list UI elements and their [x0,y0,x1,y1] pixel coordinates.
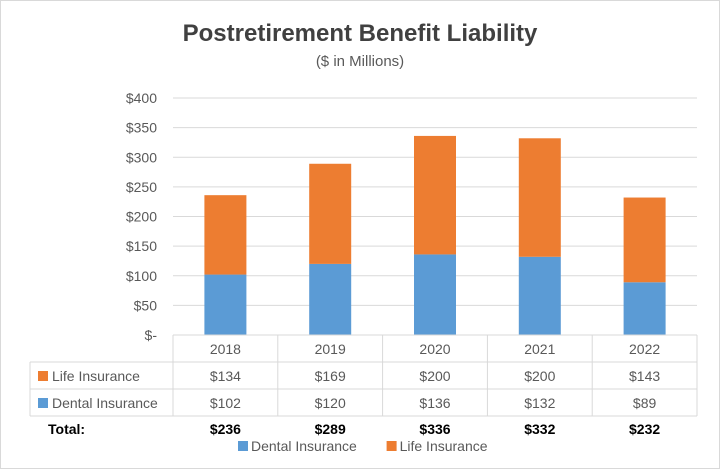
data-label: $200 [419,368,450,384]
chart-subtitle: ($ in Millions) [315,53,405,70]
y-tick-label: $250 [126,179,157,195]
data-label: $89 [633,395,657,411]
bar-dental-insurance-2019 [309,263,352,335]
y-tick-label: $400 [126,90,157,106]
total-value: $289 [315,421,346,437]
bar-life-insurance-2019 [309,163,352,264]
bar-life-insurance-2020 [414,135,456,255]
data-label: $143 [629,368,660,384]
legend-label: Dental Insurance [251,438,357,454]
bar-life-insurance-2022 [623,197,666,283]
table-row-label: Dental Insurance [52,395,158,411]
bar-dental-insurance-2020 [414,254,456,335]
total-label: Total: [48,421,85,437]
y-tick-label: $100 [126,268,157,284]
data-label: $132 [524,395,555,411]
table-row-label: Life Insurance [52,368,140,384]
bar-dental-insurance-2022 [623,282,666,335]
category-label: 2019 [315,341,346,357]
total-value: $332 [524,421,555,437]
bar-life-insurance-2021 [518,138,561,257]
y-tick-label: $300 [126,149,157,165]
bar-life-insurance-2018 [204,195,247,275]
y-tick-label: $350 [126,120,157,136]
total-value: $336 [419,421,450,437]
legend-swatch [386,441,397,451]
category-label: 2021 [524,341,555,357]
category-label: 2022 [629,341,660,357]
bar-dental-insurance-2018 [204,274,247,335]
y-tick-label: $- [145,327,158,343]
y-tick-label: $50 [134,297,158,313]
data-label: $120 [315,395,346,411]
data-label: $134 [210,368,241,384]
chart-title: Postretirement Benefit Liability [182,20,538,47]
table-legend-key [38,371,48,381]
data-label: $169 [315,368,346,384]
table-legend-key [38,398,48,408]
total-value: $236 [210,421,241,437]
bar-dental-insurance-2021 [518,256,561,335]
y-tick-label: $150 [126,238,157,254]
data-label: $102 [210,395,241,411]
data-label: $200 [524,368,555,384]
legend-swatch [238,441,248,451]
category-label: 2018 [210,341,241,357]
y-tick-label: $200 [126,209,157,225]
data-label: $136 [419,395,450,411]
legend-label: Life Insurance [400,438,488,454]
total-value: $232 [629,421,660,437]
category-label: 2020 [419,341,450,357]
